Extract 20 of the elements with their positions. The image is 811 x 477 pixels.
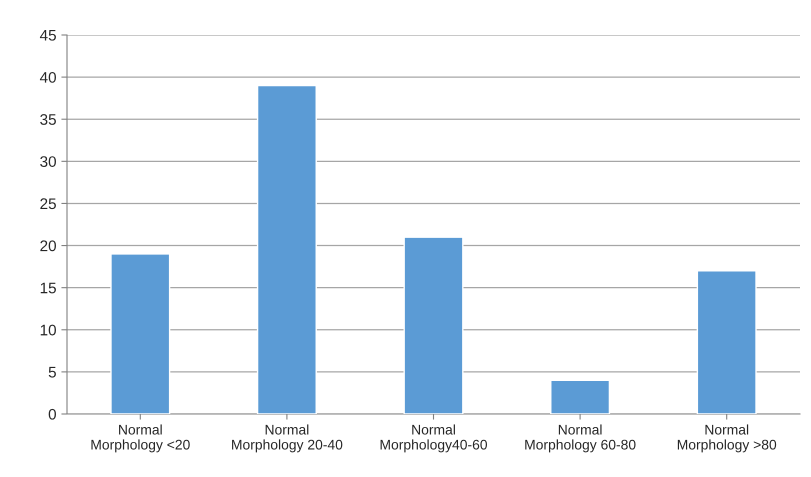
bar [403, 236, 464, 414]
y-tick-label: 25 [40, 198, 56, 210]
bar [256, 84, 317, 414]
y-tick-label: 30 [40, 156, 56, 168]
y-tick-label: 10 [40, 324, 56, 336]
y-tick-label: 20 [40, 240, 56, 252]
x-tick-label: Normal Morphology40-60 [380, 424, 488, 452]
x-tick-label: Normal Morphology 60-80 [525, 424, 636, 452]
bar [696, 270, 757, 414]
bar [110, 253, 170, 414]
x-tick-label: Normal Morphology >80 [678, 424, 776, 452]
y-tick-label: 0 [48, 408, 56, 420]
x-tick-label: Normal Morphology 20-40 [232, 424, 342, 452]
y-tick-label: 5 [48, 366, 56, 378]
y-tick-label: 45 [40, 30, 56, 41]
bar [550, 380, 610, 414]
x-tick-label: Normal Morphology <20 [91, 424, 190, 452]
y-tick-label: 15 [40, 282, 56, 294]
y-tick-label: 35 [40, 114, 56, 125]
y-tick-label: 40 [40, 72, 56, 83]
